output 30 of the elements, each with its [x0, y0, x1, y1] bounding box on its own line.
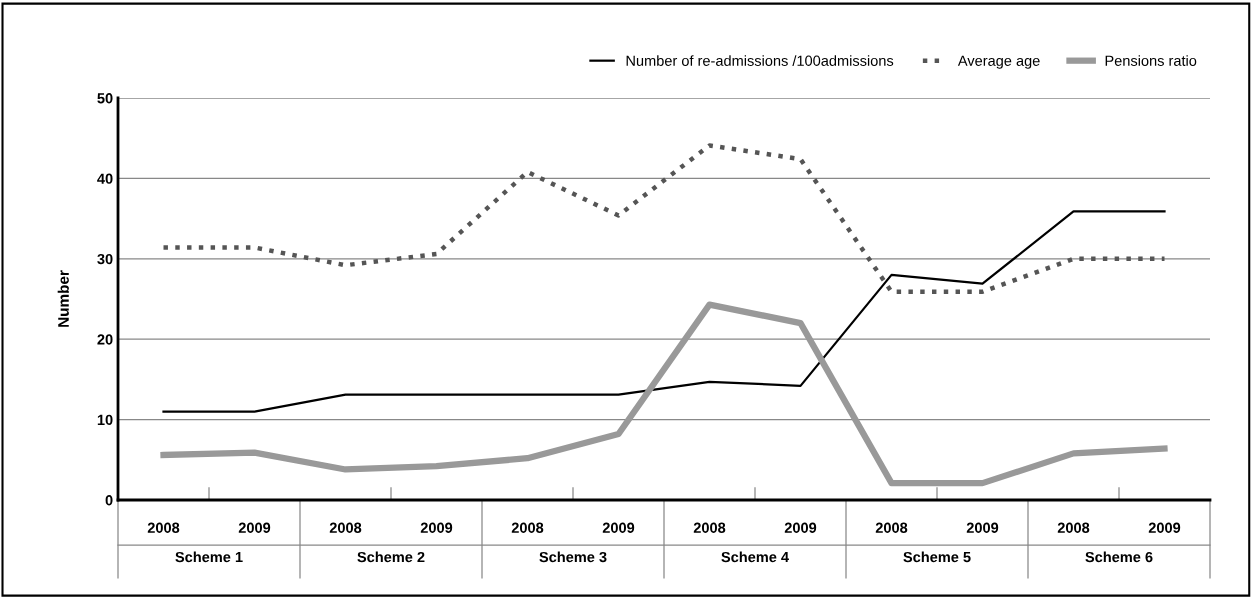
- x-tick-label: 2008: [1057, 522, 1090, 533]
- text: Scheme 2: [357, 551, 425, 563]
- y-tick-label: 40: [97, 173, 113, 184]
- line-series: [161, 143, 1167, 294]
- x-tick-label: 2009: [238, 522, 271, 533]
- x-tick-label: 2009: [1148, 522, 1181, 533]
- text: Scheme 5: [903, 551, 971, 563]
- x-tick-label: 2009: [966, 522, 999, 533]
- text: Scheme 6: [1085, 551, 1153, 563]
- x-tick-label: 2009: [602, 522, 635, 533]
- text: Scheme 1: [175, 551, 243, 563]
- y-tick-label: 0: [105, 495, 113, 506]
- legend-label: Pensions ratio: [1105, 55, 1197, 66]
- x-tick-label: 2008: [693, 522, 726, 533]
- legend-label: Number of re-admissions /100admissions: [626, 55, 894, 66]
- line-series: [162, 210, 1166, 413]
- x-tick-label: 2009: [784, 522, 817, 533]
- text: Scheme 3: [539, 551, 607, 563]
- text: Scheme 4: [721, 551, 789, 563]
- x-tick-label: 2008: [511, 522, 544, 533]
- x-tick-label: 2008: [329, 522, 362, 533]
- x-tick-label: 2009: [420, 522, 453, 533]
- y-tick-label: 20: [97, 334, 113, 345]
- x-tick-label: 2008: [147, 522, 180, 533]
- legend-label: Average age: [957, 55, 1040, 69]
- y-tick-label: 50: [97, 93, 113, 104]
- x-tick-label: 2008: [875, 522, 908, 533]
- y-tick-label: 30: [97, 253, 113, 265]
- y-tick-label: 10: [97, 414, 113, 426]
- y-axis-title: Number: [57, 270, 69, 327]
